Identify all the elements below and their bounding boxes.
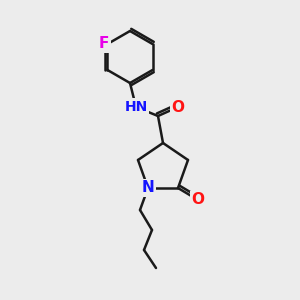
Text: F: F: [98, 37, 109, 52]
Text: HN: HN: [124, 100, 148, 114]
Text: N: N: [142, 181, 154, 196]
Text: O: O: [172, 100, 184, 115]
Text: O: O: [191, 193, 205, 208]
